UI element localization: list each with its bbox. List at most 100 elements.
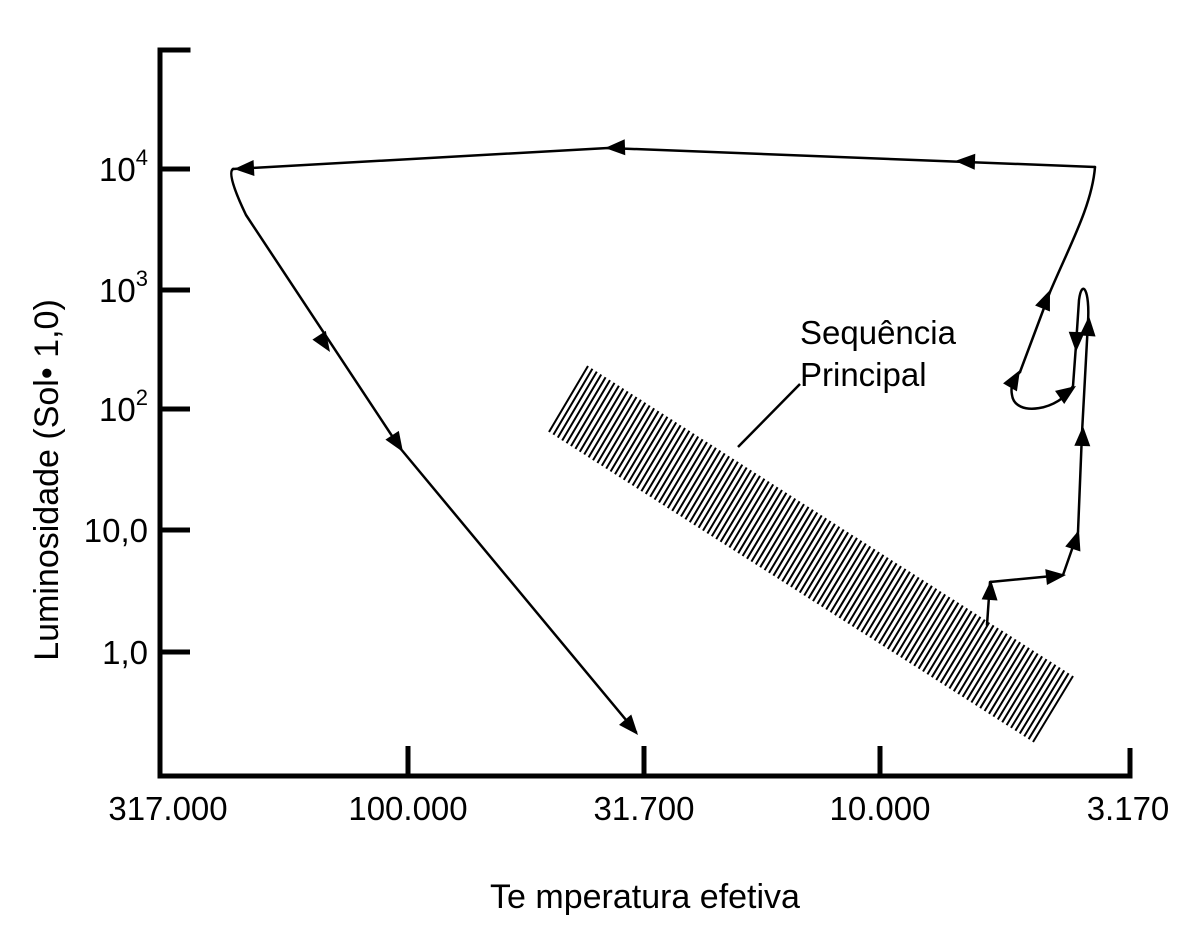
x-tick-label: 100.000	[348, 790, 467, 827]
main-sequence-band	[548, 365, 1074, 743]
x-tick-labels: 317.000 100.000 31.700 10.000 3.170	[108, 790, 1169, 827]
arrow-icon	[1065, 530, 1081, 552]
main-sequence-hatch-line	[829, 545, 872, 613]
main-sequence-hatch-line	[706, 466, 748, 535]
arrow-icon	[234, 159, 255, 176]
main-sequence-hatch-line	[851, 559, 894, 628]
main-sequence-hatch-line	[587, 390, 629, 458]
main-sequence-hatch-line	[816, 537, 858, 605]
main-sequence-hatch-line	[605, 402, 647, 470]
main-sequence-hatch-line	[886, 582, 929, 650]
main-sequence-hatch-line	[1005, 658, 1048, 726]
main-sequence-hatch-line	[556, 371, 598, 439]
main-sequence-hatch-line	[552, 368, 594, 436]
arrow-icon	[619, 714, 638, 735]
y-tick-label: 103	[99, 266, 148, 309]
main-sequence-hatch-line	[724, 478, 766, 546]
main-sequence-hatch-line	[1027, 672, 1070, 740]
main-sequence-hatch-line	[856, 562, 898, 630]
main-sequence-hatch-line	[737, 486, 779, 554]
main-sequence-hatch-line	[878, 576, 920, 644]
main-sequence-hatch-line	[609, 404, 651, 473]
main-sequence-hatch-line	[842, 554, 885, 622]
main-sequence-hatch-line	[1018, 666, 1061, 735]
main-sequence-hatch-line	[719, 475, 761, 543]
main-sequence-hatch-line	[636, 421, 678, 489]
main-sequence-hatch-line	[574, 382, 616, 450]
main-sequence-hatch-line	[631, 418, 673, 487]
main-sequence-hatch-line	[1001, 655, 1043, 723]
main-sequence-hatch-line	[653, 433, 695, 501]
main-sequence-hatch-line	[627, 416, 669, 484]
main-sequence-hatch-line	[970, 635, 1013, 704]
main-sequence-hatch-line	[803, 528, 845, 597]
main-sequence-hatch-line	[776, 511, 819, 580]
main-sequence-hatch-line	[900, 590, 942, 659]
main-sequence-hatch-line	[983, 644, 1026, 712]
main-sequence-hatch-line	[715, 472, 757, 540]
main-sequence-hatch-line	[649, 430, 691, 498]
main-sequence-hatch-line	[614, 407, 655, 475]
arrow-icon	[1055, 386, 1076, 405]
main-sequence-hatch-line	[741, 489, 783, 557]
main-sequence-hatch-line	[662, 438, 704, 506]
x-tick-label: 3.170	[1087, 790, 1170, 827]
main-sequence-hatch-line	[658, 435, 700, 504]
main-sequence-hatch-line	[750, 495, 792, 563]
main-sequence-hatch-line	[578, 385, 620, 453]
y-tick-labels: 1,0 10,0 102 103 104	[84, 145, 148, 671]
arrow-icon	[1035, 290, 1050, 312]
main-sequence-hatch-line	[644, 427, 686, 495]
main-sequence-hatch-line	[948, 621, 991, 690]
main-sequence-hatch-line	[913, 599, 955, 667]
main-sequence-hatch-line	[908, 596, 951, 664]
y-tick-label: 102	[99, 385, 148, 428]
main-sequence-hatch-line	[772, 509, 814, 577]
main-sequence-leader-line	[737, 383, 801, 448]
main-sequence-hatch-line	[732, 483, 775, 551]
main-sequence-hatch-line	[939, 616, 982, 684]
main-sequence-hatch-line	[675, 447, 717, 515]
arrow-icon	[605, 139, 626, 156]
main-sequence-hatch-line	[930, 610, 973, 678]
track-segment-red-giant-ascent	[985, 320, 1090, 627]
main-sequence-hatch-line	[957, 627, 999, 695]
main-sequence-hatch-line	[781, 514, 823, 582]
arrow-icon	[1079, 316, 1096, 337]
main-sequence-hatch-line	[754, 497, 797, 566]
main-sequence-hatch-line	[785, 517, 827, 585]
arrow-icon	[312, 330, 330, 352]
main-sequence-hatch-line	[618, 410, 660, 478]
main-sequence-hatch-line	[895, 588, 938, 656]
main-sequence-hatch-line	[697, 461, 739, 529]
arrow-icon	[1045, 569, 1066, 586]
main-sequence-hatch-line	[570, 379, 611, 447]
main-sequence-hatch-line	[820, 540, 863, 608]
main-sequence-hatch-line	[922, 604, 964, 673]
main-sequence-hatch-line	[790, 520, 832, 588]
arrow-icon	[981, 580, 998, 601]
track-segment-white-dwarf-cooling	[229, 167, 638, 734]
main-sequence-hatch-line	[1032, 675, 1074, 743]
main-sequence-hatch-line	[1014, 664, 1057, 732]
main-sequence-hatch-line	[917, 602, 960, 670]
arrow-icon	[385, 430, 403, 452]
main-sequence-hatch-line	[622, 413, 664, 481]
main-sequence-hatch-line	[807, 531, 849, 599]
arrow-icon	[1068, 331, 1085, 352]
x-axis-title: Te mperatura efetiva	[490, 878, 800, 916]
main-sequence-hatch-line	[944, 619, 986, 687]
main-sequence-hatch-line	[974, 638, 1017, 706]
main-sequence-hatch-line	[834, 548, 876, 616]
y-axis-title: Luminosidade (Sol• 1,0)	[28, 299, 66, 661]
main-sequence-label-line1: Sequência	[800, 314, 957, 351]
main-sequence-hatch-line	[882, 579, 924, 647]
main-sequence-hatch-line	[693, 458, 735, 526]
main-sequence-hatch-line	[952, 624, 995, 692]
main-sequence-hatch-line	[798, 526, 841, 594]
y-tick-label: 10,0	[84, 512, 148, 549]
main-sequence-hatch-line	[966, 633, 1008, 701]
main-sequence-hatch-line	[996, 652, 1039, 721]
